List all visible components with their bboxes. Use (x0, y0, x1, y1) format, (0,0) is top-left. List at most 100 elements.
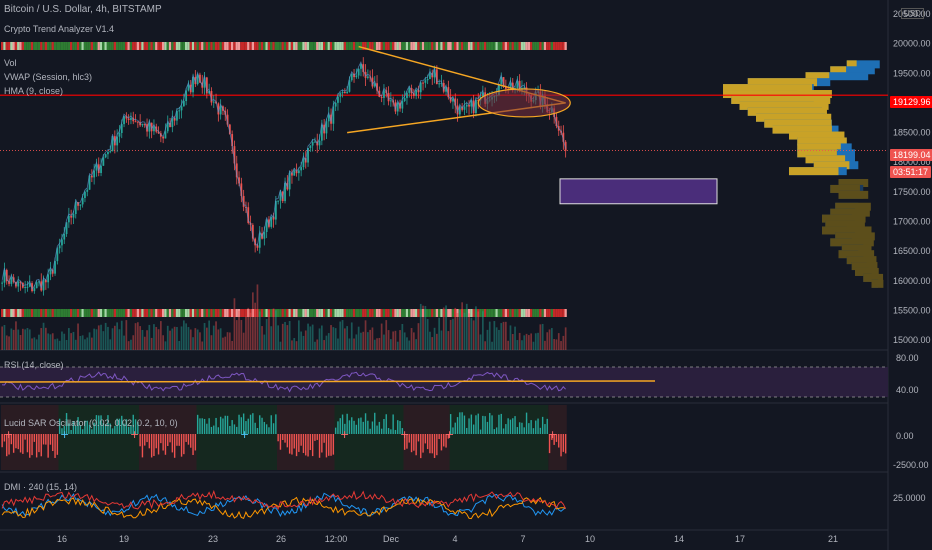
volume-bar (10, 328, 13, 350)
trend-bar-bottom-segment (155, 309, 158, 317)
trend-bar-bottom-segment (431, 309, 434, 317)
volume-bar (454, 307, 457, 350)
candle-body (86, 189, 89, 192)
trend-bar-segment (481, 42, 484, 50)
candle-body (426, 79, 429, 81)
candle-body (470, 100, 473, 107)
trend-bar-bottom-segment (171, 309, 174, 317)
volume-bar (155, 326, 158, 350)
dmi-title[interactable]: DMI · 240 (15, 14) (4, 482, 78, 492)
volume-bar (373, 339, 376, 350)
volume-bar (468, 313, 470, 350)
trend-bar-bottom-segment (479, 309, 482, 317)
trend-bar-bottom-segment (81, 309, 84, 317)
rsi-line (2, 371, 566, 393)
sar-histogram-bar (35, 434, 38, 458)
trend-bar-bottom-segment (272, 309, 275, 317)
volume-profile-gold (731, 95, 831, 104)
candle-body (362, 64, 365, 72)
candle-body (311, 141, 314, 146)
trend-bar-bottom-segment (274, 309, 277, 317)
price-tick-label: 20000.00 (893, 39, 931, 49)
volume-bar (93, 328, 95, 350)
sar-histogram-bar (22, 434, 24, 454)
volume-bar (385, 320, 388, 350)
trend-bar-segment (132, 42, 135, 50)
trend-bar-segment (394, 42, 397, 50)
trend-bar-segment (88, 42, 91, 50)
trend-bar-segment (152, 42, 156, 50)
volume-bar (284, 321, 286, 350)
sar-histogram-bar (279, 434, 282, 450)
volume-bar (28, 329, 31, 350)
volume-profile-gold (830, 208, 870, 217)
trend-bar-bottom-segment (90, 309, 93, 317)
crypto-trend-indicator-label[interactable]: Crypto Trend Analyzer V1.4 (4, 24, 115, 34)
trend-bar-bottom-segment (217, 309, 220, 317)
trend-bar-segment (433, 42, 436, 50)
hma-indicator-label[interactable]: HMA (9, close) (4, 86, 64, 96)
triangle-apex-ellipse (477, 88, 571, 118)
trend-bar-segment (254, 42, 257, 50)
sar-histogram-bar (102, 423, 105, 434)
trend-bar-segment (336, 42, 340, 50)
trend-bar-bottom-segment (67, 309, 70, 317)
volume-profile-gold (822, 214, 866, 223)
trend-bar-bottom-segment (392, 309, 395, 317)
candle-body (435, 69, 438, 85)
vwap-indicator-label[interactable]: VWAP (Session, hlc3) (4, 72, 93, 82)
volume-bar (226, 332, 229, 350)
sar-flip-marker: + (60, 428, 69, 441)
sar-histogram-bar (77, 417, 79, 434)
volume-bar (12, 329, 15, 350)
trend-bar-segment (99, 42, 103, 50)
candle-body (49, 269, 52, 275)
candle-body (429, 73, 431, 80)
trend-bar-bottom-segment (438, 309, 441, 317)
trend-bar-segment (525, 42, 528, 50)
trend-bar-segment (327, 42, 330, 50)
volume-bar (19, 335, 22, 350)
volume-bar (348, 338, 351, 350)
sar-histogram-bar (470, 414, 473, 434)
trend-bar-segment (293, 42, 296, 50)
candle-body (477, 99, 480, 101)
trend-bar-bottom-segment (410, 309, 413, 317)
sar-histogram-bar (6, 434, 8, 457)
volume-bar (91, 337, 93, 350)
last-price-badge: 18199.04 (890, 149, 932, 161)
candle-body (90, 175, 93, 178)
sar-histogram-bar (472, 424, 475, 434)
candle-body (166, 123, 169, 132)
trend-bar-bottom-segment (555, 309, 558, 317)
trend-bar-segment (249, 42, 252, 50)
currency-badge[interactable]: USD (901, 8, 924, 19)
sar-histogram-bar (17, 434, 19, 450)
sar-histogram-bar (346, 413, 348, 434)
sar-histogram-bar (291, 434, 293, 455)
volume-bar (553, 339, 555, 350)
trend-bar-bottom-segment (440, 309, 443, 317)
candle-body (143, 123, 146, 125)
trend-bar-bottom-segment (79, 309, 82, 317)
candle-body (120, 124, 123, 134)
trend-bar-segment (180, 42, 183, 50)
trend-bar-segment (139, 42, 142, 50)
volume-profile-gold (838, 179, 869, 187)
candle-body (258, 233, 261, 248)
trend-bar-segment (258, 42, 261, 50)
vol-indicator-label[interactable]: Vol (4, 58, 17, 68)
volume-bar (33, 337, 36, 350)
sar-histogram-bar (247, 418, 249, 434)
rsi-title[interactable]: RSI (14, close) (4, 360, 64, 370)
volume-bar (399, 330, 401, 350)
volume-profile-gold (797, 149, 837, 158)
trend-bar-bottom-segment (237, 309, 241, 317)
candle-body (302, 158, 305, 168)
candle-body (233, 146, 236, 164)
sar-histogram-bar (489, 412, 491, 434)
trend-bar-bottom-segment (435, 309, 438, 317)
sar-histogram-bar (265, 424, 268, 434)
sar-title[interactable]: Lucid SAR Oscillator (0.02, 0.02, 0.2, 1… (4, 418, 178, 428)
